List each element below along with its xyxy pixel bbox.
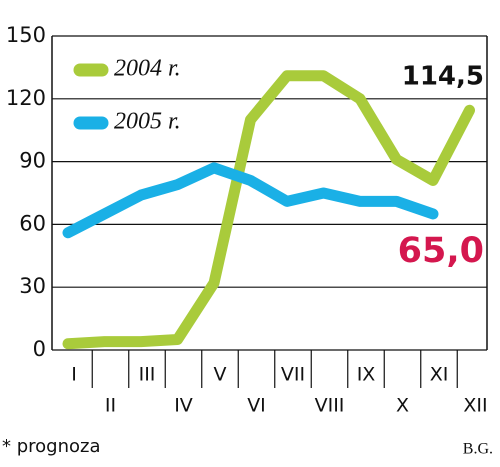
line-series [62,70,475,350]
x-tick-label: VIII [315,395,345,417]
source: B.G. [463,441,493,458]
y-tick-label: 120 [6,86,46,110]
legend-label: 2005 r. [114,109,181,135]
y-tick-label: 60 [19,211,46,235]
y-tick-label: 90 [19,149,46,173]
x-tick-label: III [139,364,156,386]
data-label: 114,5 [402,62,484,92]
x-tick-label: XII [463,395,487,417]
x-tick-label: XI [430,364,449,386]
x-tick-label: IX [357,364,376,386]
x-tick-label: V [214,364,227,386]
line-series [62,162,439,239]
y-tick-label: 30 [19,274,46,298]
y-tick-label: 0 [33,337,46,361]
data-label: 65,0 [398,231,484,271]
x-tick-label: II [105,395,116,417]
x-tick-label: IV [174,395,193,417]
x-tick-label: VII [281,364,305,386]
footnote: * prognoza [2,436,101,457]
x-tick-label: VI [247,395,266,417]
legend-label: 2004 r. [114,56,181,82]
x-tick-label: X [396,395,409,417]
x-tick-label: I [71,364,77,386]
y-tick-label: 150 [6,23,46,47]
